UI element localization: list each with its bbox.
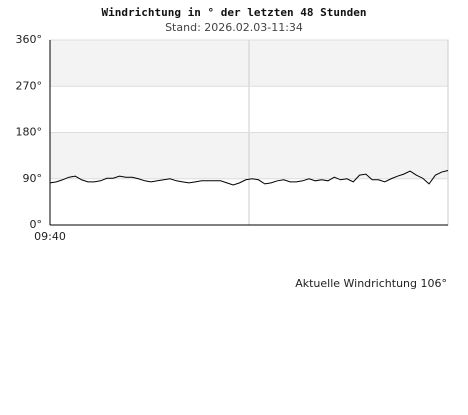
y-tick-label: 180° [16, 126, 43, 139]
x-tick-label: 09:40 [34, 230, 66, 243]
y-tick-label: 360° [16, 33, 43, 46]
y-tick-label: 270° [16, 79, 43, 92]
plot-area: 0° 90° 180° 270° 360° 09:40 [16, 33, 449, 243]
annotation: Aktuelle Windrichtung 106° [295, 277, 447, 290]
y-tick-label: 0° [30, 218, 43, 231]
chart-title: Windrichtung in ° der letzten 48 Stunden [102, 6, 367, 19]
line [49, 170, 449, 186]
chart-subtitle: Stand: 2026.02.03-11:34 [165, 21, 303, 34]
y-tick-label: 90° [23, 172, 43, 185]
